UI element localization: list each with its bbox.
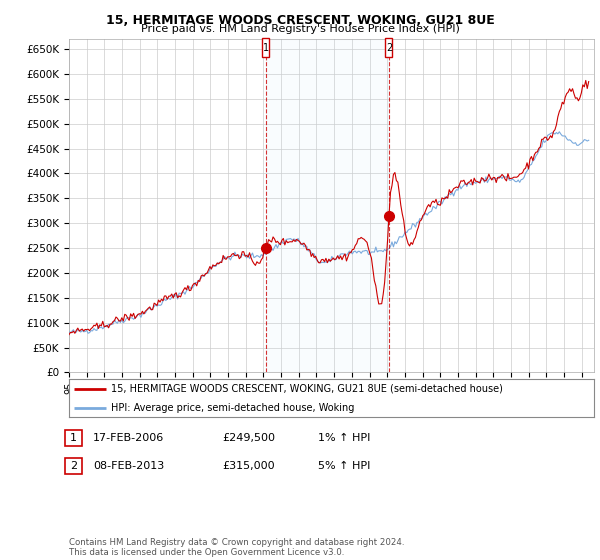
Text: £315,000: £315,000 bbox=[222, 461, 275, 471]
Text: 1: 1 bbox=[70, 433, 77, 443]
Text: HPI: Average price, semi-detached house, Woking: HPI: Average price, semi-detached house,… bbox=[111, 403, 355, 413]
Text: Price paid vs. HM Land Registry's House Price Index (HPI): Price paid vs. HM Land Registry's House … bbox=[140, 24, 460, 34]
Text: 1: 1 bbox=[263, 43, 269, 53]
Text: 2: 2 bbox=[70, 461, 77, 471]
Bar bbox=[266, 39, 389, 372]
Text: 15, HERMITAGE WOODS CRESCENT, WOKING, GU21 8UE: 15, HERMITAGE WOODS CRESCENT, WOKING, GU… bbox=[106, 14, 494, 27]
Text: 15, HERMITAGE WOODS CRESCENT, WOKING, GU21 8UE (semi-detached house): 15, HERMITAGE WOODS CRESCENT, WOKING, GU… bbox=[111, 384, 503, 394]
Bar bbox=[385, 39, 392, 57]
Text: 17-FEB-2006: 17-FEB-2006 bbox=[93, 433, 164, 443]
Text: £249,500: £249,500 bbox=[222, 433, 275, 443]
Bar bbox=[262, 39, 269, 57]
Text: 1% ↑ HPI: 1% ↑ HPI bbox=[318, 433, 370, 443]
Text: 5% ↑ HPI: 5% ↑ HPI bbox=[318, 461, 370, 471]
Text: Contains HM Land Registry data © Crown copyright and database right 2024.
This d: Contains HM Land Registry data © Crown c… bbox=[69, 538, 404, 557]
Text: 08-FEB-2013: 08-FEB-2013 bbox=[93, 461, 164, 471]
Text: 2: 2 bbox=[386, 43, 392, 53]
